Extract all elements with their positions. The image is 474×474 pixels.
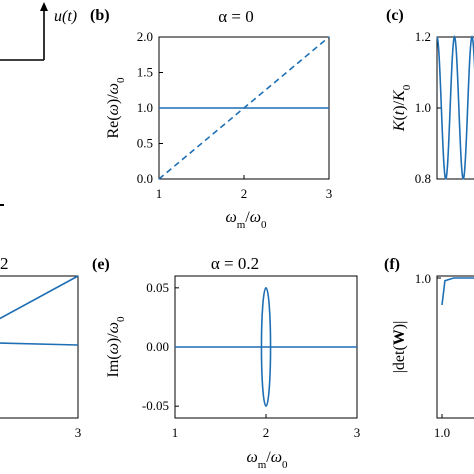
series-flat-d (0, 342, 79, 346)
panel-label-f: (f) (384, 256, 400, 273)
series-rising-d (0, 275, 79, 320)
y-tick-label-c: 1.0 (415, 100, 431, 115)
y-tick-label-e: -0.05 (142, 398, 169, 413)
chart-title-fragment-d: 2 (0, 254, 9, 273)
panel-d: 2 3 (0, 254, 81, 440)
y-tick-label-e: 0.00 (146, 339, 169, 354)
arrow-up-icon (40, 2, 48, 11)
x-tick-label-b: 3 (326, 186, 333, 201)
x-tick-label-e: 2 (263, 425, 270, 440)
panel-e: (e) α = 0.2 -0.05 0.00 0.05 1 2 3 Im(ω)/ω0 ωm… (92, 254, 360, 471)
y-tick-label-c: 0.8 (415, 171, 431, 186)
ticks-e: -0.05 0.00 0.05 1 2 3 (142, 280, 360, 440)
x-tick-label-f: 1.0 (434, 425, 450, 440)
y-tick-label-f: 1.0 (415, 271, 431, 286)
y-tick-label-c: 1.2 (415, 29, 431, 44)
x-tick-label-d: 3 (75, 425, 82, 440)
x-tick-label-b: 2 (241, 186, 248, 201)
series-f (441, 277, 474, 306)
ticks-b: 0.0 0.5 1.0 1.5 2.0 1 2 3 (137, 29, 333, 201)
y-axis-label-e: Im(ω)/ω0 (105, 316, 127, 377)
y-axis-label-c: K(t)/K0 (391, 84, 413, 132)
chart-title-b: α = 0 (218, 7, 254, 26)
x-tick-label-e: 3 (354, 425, 361, 440)
series-dashed-b (158, 36, 330, 180)
x-tick-label-e: 1 (172, 425, 179, 440)
y-tick-label-b: 0.5 (137, 136, 153, 151)
x-axis-label-e: ωm/ω0 (246, 449, 288, 471)
panel-label-c: (c) (386, 7, 404, 24)
series-sinusoid-c (436, 35, 474, 180)
x-tick-label-b: 1 (156, 186, 163, 201)
y-tick-label-b: 1.5 (137, 65, 153, 80)
y-axis-label-f: |det(W)| (391, 321, 408, 374)
chart-title-e: α = 0.2 (211, 254, 259, 273)
panel-b: α = 0 0.0 0.5 1.0 1.5 2.0 1 2 3 Re(ω)/ω0 ωm/ω0 (105, 7, 332, 231)
panel-a: u(t) (b) (c) (0, 2, 404, 206)
ticks-c: 0.8 1.0 1.2 (415, 29, 441, 186)
y-tick-label-b: 1.0 (137, 100, 153, 115)
y-tick-label-b: 2.0 (137, 29, 153, 44)
plot-frame-d (0, 275, 79, 419)
y-tick-label-e: 0.05 (146, 280, 169, 295)
y-axis-label-b: Re(ω)/ω0 (105, 77, 127, 138)
panel-f: (f) 1.0 1.0 |det(W)| (384, 256, 474, 440)
panel-label-b: (b) (90, 7, 110, 24)
y-tick-label-b: 0.0 (137, 171, 153, 186)
signal-label: u(t) (54, 8, 77, 25)
panel-label-e: (e) (92, 256, 110, 273)
x-axis-label-b: ωm/ω0 (225, 209, 267, 231)
plot-frame-f (436, 275, 474, 419)
series-ellipse-e (260, 287, 272, 407)
plot-frame-c (436, 36, 474, 180)
panel-c: 0.8 1.0 1.2 K(t)/K0 (391, 29, 474, 186)
